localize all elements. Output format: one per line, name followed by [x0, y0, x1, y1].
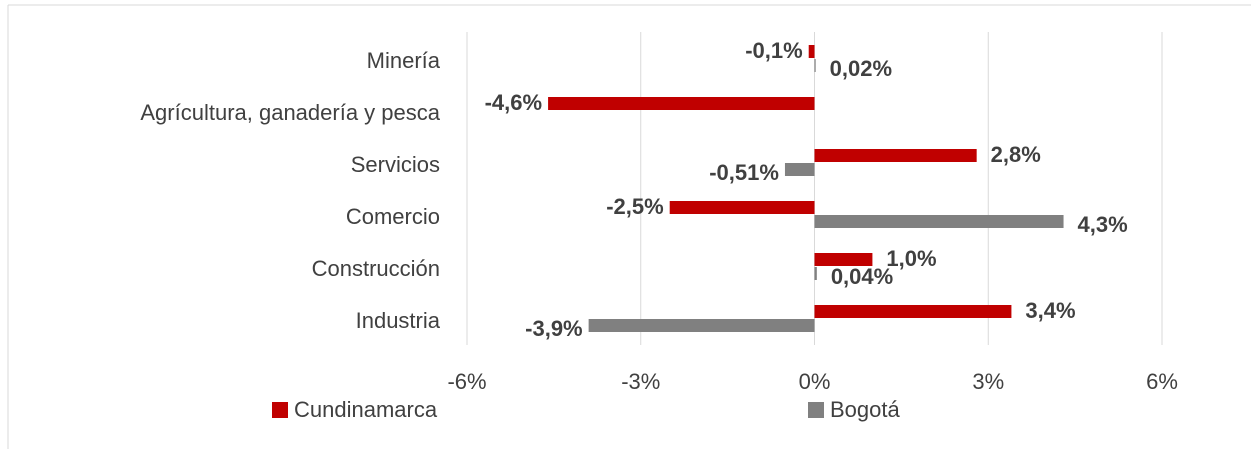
- data-label: 0,04%: [831, 264, 893, 289]
- legend-swatch: [808, 402, 824, 418]
- x-tick-label: -3%: [621, 369, 660, 394]
- y-tick-label: Industria: [356, 308, 441, 333]
- bar: [814, 215, 1064, 228]
- bar: [814, 267, 817, 280]
- x-tick-label: -6%: [447, 369, 486, 394]
- legend-swatch: [272, 402, 288, 418]
- y-tick-label: Agrícultura, ganadería y pesca: [140, 100, 440, 125]
- legend-label: Cundinamarca: [294, 397, 438, 422]
- bar: [808, 45, 815, 58]
- data-label: 3,4%: [1025, 298, 1075, 323]
- data-label: 2,8%: [991, 142, 1041, 167]
- data-label: -0,1%: [745, 38, 802, 63]
- y-tick-label: Minería: [367, 48, 441, 73]
- bar: [814, 305, 1012, 318]
- legend-label: Bogotá: [830, 397, 900, 422]
- data-label: -4,6%: [485, 90, 542, 115]
- data-label: -2,5%: [606, 194, 663, 219]
- y-tick-label: Construcción: [312, 256, 440, 281]
- data-label: -0,51%: [709, 160, 779, 185]
- data-label: 1,0%: [886, 246, 936, 271]
- bar: [784, 163, 815, 176]
- y-tick-label: Comercio: [346, 204, 440, 229]
- y-tick-label: Servicios: [351, 152, 440, 177]
- data-label: 0,02%: [830, 56, 892, 81]
- bar: [588, 319, 815, 332]
- x-tick-label: 3%: [972, 369, 1004, 394]
- bar: [814, 149, 977, 162]
- bar: [548, 97, 815, 110]
- data-label: -3,9%: [525, 316, 582, 341]
- x-tick-label: 6%: [1146, 369, 1178, 394]
- bar: [814, 59, 816, 72]
- x-tick-label: 0%: [799, 369, 831, 394]
- bar: [814, 253, 873, 266]
- data-label: 4,3%: [1078, 212, 1128, 237]
- bar: [669, 201, 815, 214]
